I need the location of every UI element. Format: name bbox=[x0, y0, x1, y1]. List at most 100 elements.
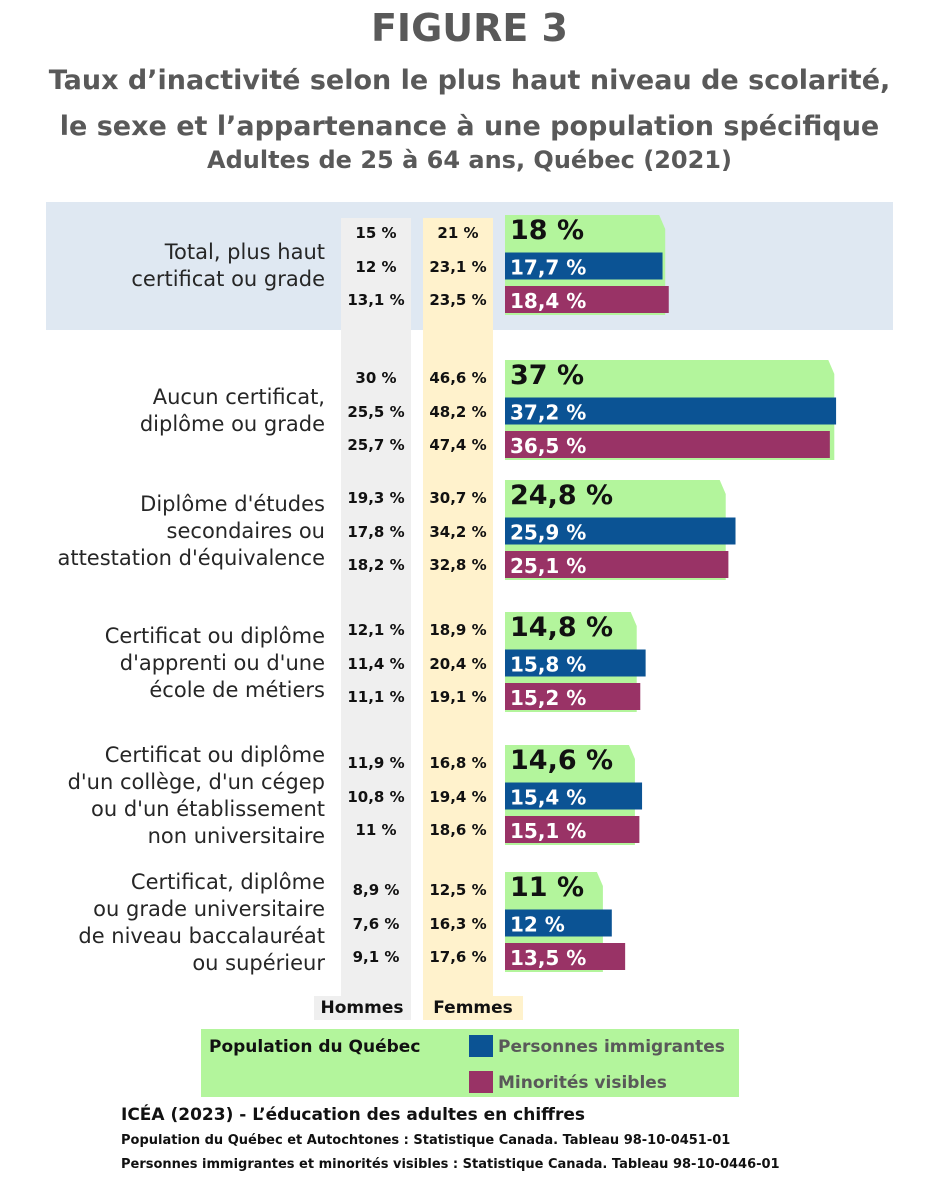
legend-minorities-label: Minorités visibles bbox=[498, 1073, 667, 1093]
women-value-5-1: 16,3 % bbox=[429, 914, 487, 933]
bar-label-population-2: 24,8 % bbox=[510, 480, 613, 511]
bar-label-immigrants-1: 37,2 % bbox=[510, 401, 586, 425]
category-label-2: Diplôme d'études secondaires ou attestatio… bbox=[57, 491, 325, 572]
category-label-1: Aucun certificat, diplôme ou grade bbox=[140, 384, 325, 438]
bar-label-immigrants-3: 15,8 % bbox=[510, 653, 586, 677]
men-column-background bbox=[341, 218, 411, 1020]
category-label-line: non universitaire bbox=[147, 824, 325, 848]
women-value-4-0: 16,8 % bbox=[429, 754, 487, 772]
category-label-line: Total, plus haut bbox=[164, 240, 325, 264]
women-value-0-1: 23,1 % bbox=[429, 257, 487, 276]
men-value-0-1: 12 % bbox=[355, 257, 397, 276]
legend: Population du Québec Personnes immigrant… bbox=[201, 1029, 739, 1097]
figure-title: FIGURE 3 bbox=[370, 6, 569, 50]
legend-minorities-swatch bbox=[469, 1071, 493, 1093]
chart-subtitle-population: Adultes de 25 à 64 ans, Québec (2021) bbox=[207, 146, 732, 174]
column-header-men: Hommes bbox=[314, 996, 410, 1020]
bar-label-minorities-2: 25,1 % bbox=[510, 554, 586, 578]
men-value-3-0: 12,1 % bbox=[347, 621, 405, 639]
bar-immigrants-2 bbox=[505, 517, 736, 545]
source-line-1: Population du Québec et Autochtones : St… bbox=[121, 1133, 731, 1148]
source-main: ICÉA (2023) - L’éducation des adultes en… bbox=[121, 1105, 585, 1125]
bar-minorities-5 bbox=[505, 943, 626, 970]
men-value-5-0: 8,9 % bbox=[352, 881, 400, 899]
category-label-line: ou grade universitaire bbox=[93, 897, 325, 921]
bar-immigrants-4 bbox=[505, 782, 643, 810]
men-value-2-0: 19,3 % bbox=[347, 489, 405, 507]
men-value-5-2: 9,1 % bbox=[352, 948, 400, 966]
category-label-3: Certificat ou diplôme d'apprenti ou d'une… bbox=[105, 623, 325, 704]
men-value-0-2: 13,1 % bbox=[347, 291, 405, 309]
bar-label-minorities-5: 13,5 % bbox=[510, 946, 586, 970]
bar-immigrants-0 bbox=[505, 252, 663, 280]
men-value-1-1: 25,5 % bbox=[347, 402, 405, 421]
women-value-5-0: 12,5 % bbox=[429, 881, 487, 899]
category-label-line: d'apprenti ou d'une bbox=[119, 650, 325, 675]
bar-label-immigrants-5: 12 % bbox=[510, 913, 565, 937]
category-label-line: de niveau baccalauréat bbox=[78, 924, 325, 948]
men-value-5-1: 7,6 % bbox=[352, 914, 400, 933]
women-value-0-0: 21 % bbox=[437, 224, 479, 242]
women-value-2-0: 30,7 % bbox=[429, 489, 487, 507]
legend-immigrants-swatch bbox=[469, 1035, 493, 1057]
women-value-5-2: 17,6 % bbox=[429, 948, 487, 966]
bar-label-population-1: 37 % bbox=[510, 360, 584, 391]
column-header-women: Femmes bbox=[423, 996, 523, 1020]
chart-subtitle: Taux d’inactivité selon le plus haut niv… bbox=[0, 58, 939, 150]
women-value-2-2: 32,8 % bbox=[429, 556, 487, 574]
category-label-line: ou d'un établissement bbox=[91, 797, 325, 821]
women-value-1-1: 48,2 % bbox=[429, 402, 487, 421]
category-label-line: école de métiers bbox=[149, 677, 325, 702]
men-value-1-2: 25,7 % bbox=[347, 436, 405, 454]
category-label-line: attestation d'équivalence bbox=[57, 545, 325, 570]
men-value-2-1: 17,8 % bbox=[347, 522, 405, 541]
women-value-2-1: 34,2 % bbox=[429, 522, 487, 541]
bar-label-population-4: 14,6 % bbox=[510, 745, 613, 776]
bar-minorities-3 bbox=[505, 683, 641, 710]
bar-minorities-2 bbox=[505, 551, 729, 578]
bar-label-minorities-1: 36,5 % bbox=[510, 434, 586, 458]
bar-immigrants-5 bbox=[505, 909, 612, 937]
source-line-2: Personnes immigrantes et minorités visib… bbox=[121, 1157, 780, 1172]
legend-population: Population du Québec bbox=[209, 1037, 421, 1057]
bar-label-immigrants-4: 15,4 % bbox=[510, 786, 586, 810]
category-label-line: Certificat, diplôme bbox=[130, 870, 325, 894]
chart-subtitle-line2: le sexe et l’appartenance à une populati… bbox=[59, 111, 880, 142]
women-value-0-2: 23,5 % bbox=[429, 291, 487, 309]
bar-minorities-0 bbox=[505, 286, 669, 313]
bar-label-minorities-3: 15,2 % bbox=[510, 686, 586, 710]
category-label-line: certificat ou grade bbox=[131, 267, 325, 291]
bar-label-population-5: 11 % bbox=[510, 872, 584, 903]
legend-immigrants-label: Personnes immigrantes bbox=[498, 1037, 725, 1057]
category-label-line: diplôme ou grade bbox=[139, 412, 325, 436]
category-label-line: d'un collège, d'un cégep bbox=[67, 770, 325, 794]
chart-subtitle-line1: Taux d’inactivité selon le plus haut niv… bbox=[48, 65, 891, 96]
women-value-3-1: 20,4 % bbox=[429, 654, 487, 673]
category-label-4: Certificat ou diplôme d'un collège, d'un … bbox=[68, 742, 325, 850]
bar-immigrants-3 bbox=[505, 649, 646, 677]
category-label-line: Certificat ou diplôme bbox=[104, 743, 325, 767]
bar-label-immigrants-2: 25,9 % bbox=[510, 521, 586, 545]
men-value-4-0: 11,9 % bbox=[347, 754, 405, 772]
bar-label-population-3: 14,8 % bbox=[510, 612, 613, 643]
men-value-4-2: 11 % bbox=[355, 821, 397, 839]
bar-immigrants-1 bbox=[505, 397, 837, 425]
category-label-0: Total, plus haut certificat ou grade bbox=[131, 239, 325, 293]
category-label-line: Diplôme d'études bbox=[140, 491, 325, 516]
women-value-3-0: 18,9 % bbox=[429, 621, 487, 639]
men-value-0-0: 15 % bbox=[355, 224, 397, 242]
category-label-line: ou supérieur bbox=[192, 951, 325, 975]
women-value-4-1: 19,4 % bbox=[429, 787, 487, 806]
bar-minorities-4 bbox=[505, 816, 640, 843]
men-value-4-1: 10,8 % bbox=[347, 787, 405, 806]
category-label-5: Certificat, diplôme ou grade universitair… bbox=[78, 869, 325, 977]
women-value-4-2: 18,6 % bbox=[429, 821, 487, 839]
men-value-3-2: 11,1 % bbox=[347, 688, 405, 706]
category-label-line: secondaires ou bbox=[166, 518, 325, 543]
bar-minorities-1 bbox=[505, 431, 830, 458]
category-label-line: Certificat ou diplôme bbox=[104, 623, 325, 648]
bar-label-minorities-0: 18,4 % bbox=[510, 289, 586, 313]
women-value-1-2: 47,4 % bbox=[429, 436, 487, 454]
bar-label-minorities-4: 15,1 % bbox=[510, 819, 586, 843]
